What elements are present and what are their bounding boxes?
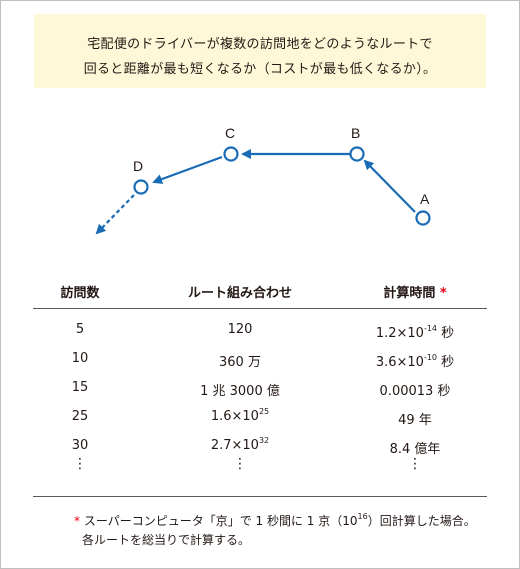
cell-time: 8.4 億年 [345, 438, 485, 457]
cell-time-exponent: -10 [423, 353, 438, 362]
header-visits: 訪問数 [60, 286, 100, 301]
cell-visits: 15 [71, 380, 89, 395]
ellipsis-combos: ⋮ [233, 456, 247, 472]
route-label-d: D [133, 158, 143, 174]
footnote-text-b: ）回計算した場合。 [367, 514, 476, 528]
header-time: 計算時間 * [345, 282, 485, 301]
footnote-line-1: * スーパーコンピュータ「京」で 1 秒間に 1 京（1016）回計算した場合。 [74, 512, 476, 529]
cell-combos-text: 1 兆 3000 億 [200, 384, 280, 399]
route-d-continuation [95, 194, 135, 235]
cell-combos: 360 万 [170, 351, 310, 370]
cell-time-text: 0.00013 秒 [379, 384, 451, 399]
route-a-to-b [363, 159, 416, 213]
ellipsis-time: ⋮ [408, 456, 422, 472]
cell-visits: 10 [71, 351, 89, 366]
cell-combos-text: 120 [227, 322, 253, 337]
cell-time-text: 49 年 [398, 413, 432, 428]
cell-time: 3.6×10-10 秒 [345, 351, 485, 371]
cell-time-unit: 秒 [437, 326, 455, 341]
cell-combos: 1 兆 3000 億 [170, 380, 310, 399]
footnote-asterisk: * [74, 514, 80, 528]
cell-time: 1.2×10-14 秒 [345, 322, 485, 342]
cell-combos: 120 [170, 322, 310, 337]
cell-time-text: 8.4 億年 [389, 442, 441, 457]
intro-line-1: 宅配便のドライバーが複数の訪問地をどのようなルートで [87, 37, 433, 52]
cell-time-exponent: -14 [423, 324, 438, 333]
cell-combos: 2.7×1032 [170, 436, 310, 454]
cell-visits: 5 [75, 322, 85, 337]
route-point-d [133, 179, 149, 195]
route-c-to-d [152, 155, 223, 184]
cell-time-text: 3.6×10 [375, 355, 424, 370]
cell-time: 49 年 [345, 409, 485, 428]
cell-combos-text: 360 万 [219, 355, 261, 370]
header-time-label: 計算時間 [383, 286, 436, 301]
header-combos: ルート組み合わせ [187, 286, 292, 301]
route-diagram: A B C D [95, 125, 431, 235]
cell-combos-exponent: 25 [258, 407, 270, 416]
cell-combos-exponent: 32 [258, 436, 270, 445]
footnote-line-2: 各ルートを総当りで計算する。 [82, 533, 251, 547]
footnote-text-a: スーパーコンピュータ「京」で 1 秒間に 1 京（10 [80, 514, 358, 528]
cell-time: 0.00013 秒 [345, 380, 485, 399]
table-bottom-rule [33, 496, 487, 497]
ellipsis-visits: ⋮ [73, 456, 87, 472]
table-top-rule [33, 308, 487, 309]
route-label-a: A [420, 191, 430, 207]
cell-combos: 1.6×1025 [170, 407, 310, 425]
footnote-exponent: 16 [357, 512, 368, 521]
header-time-asterisk: * [439, 286, 447, 301]
intro-box: 宅配便のドライバーが複数の訪問地をどのようなルートで 回ると距離が最も短くなるか… [34, 14, 486, 88]
intro-line-2: 回ると距離が最も短くなるか（コストが最も低くなるか）。 [83, 62, 437, 77]
cell-combos-text: 1.6×10 [210, 409, 259, 424]
route-point-c [223, 146, 239, 162]
cell-time-unit: 秒 [437, 355, 455, 370]
route-point-b [349, 146, 365, 162]
cell-visits: 30 [71, 438, 89, 453]
cell-combos-text: 2.7×10 [210, 438, 259, 453]
cell-visits: 25 [71, 409, 89, 424]
route-point-a [415, 210, 431, 226]
route-label-c: C [225, 125, 235, 141]
cell-time-text: 1.2×10 [375, 326, 424, 341]
route-label-b: B [351, 125, 360, 141]
